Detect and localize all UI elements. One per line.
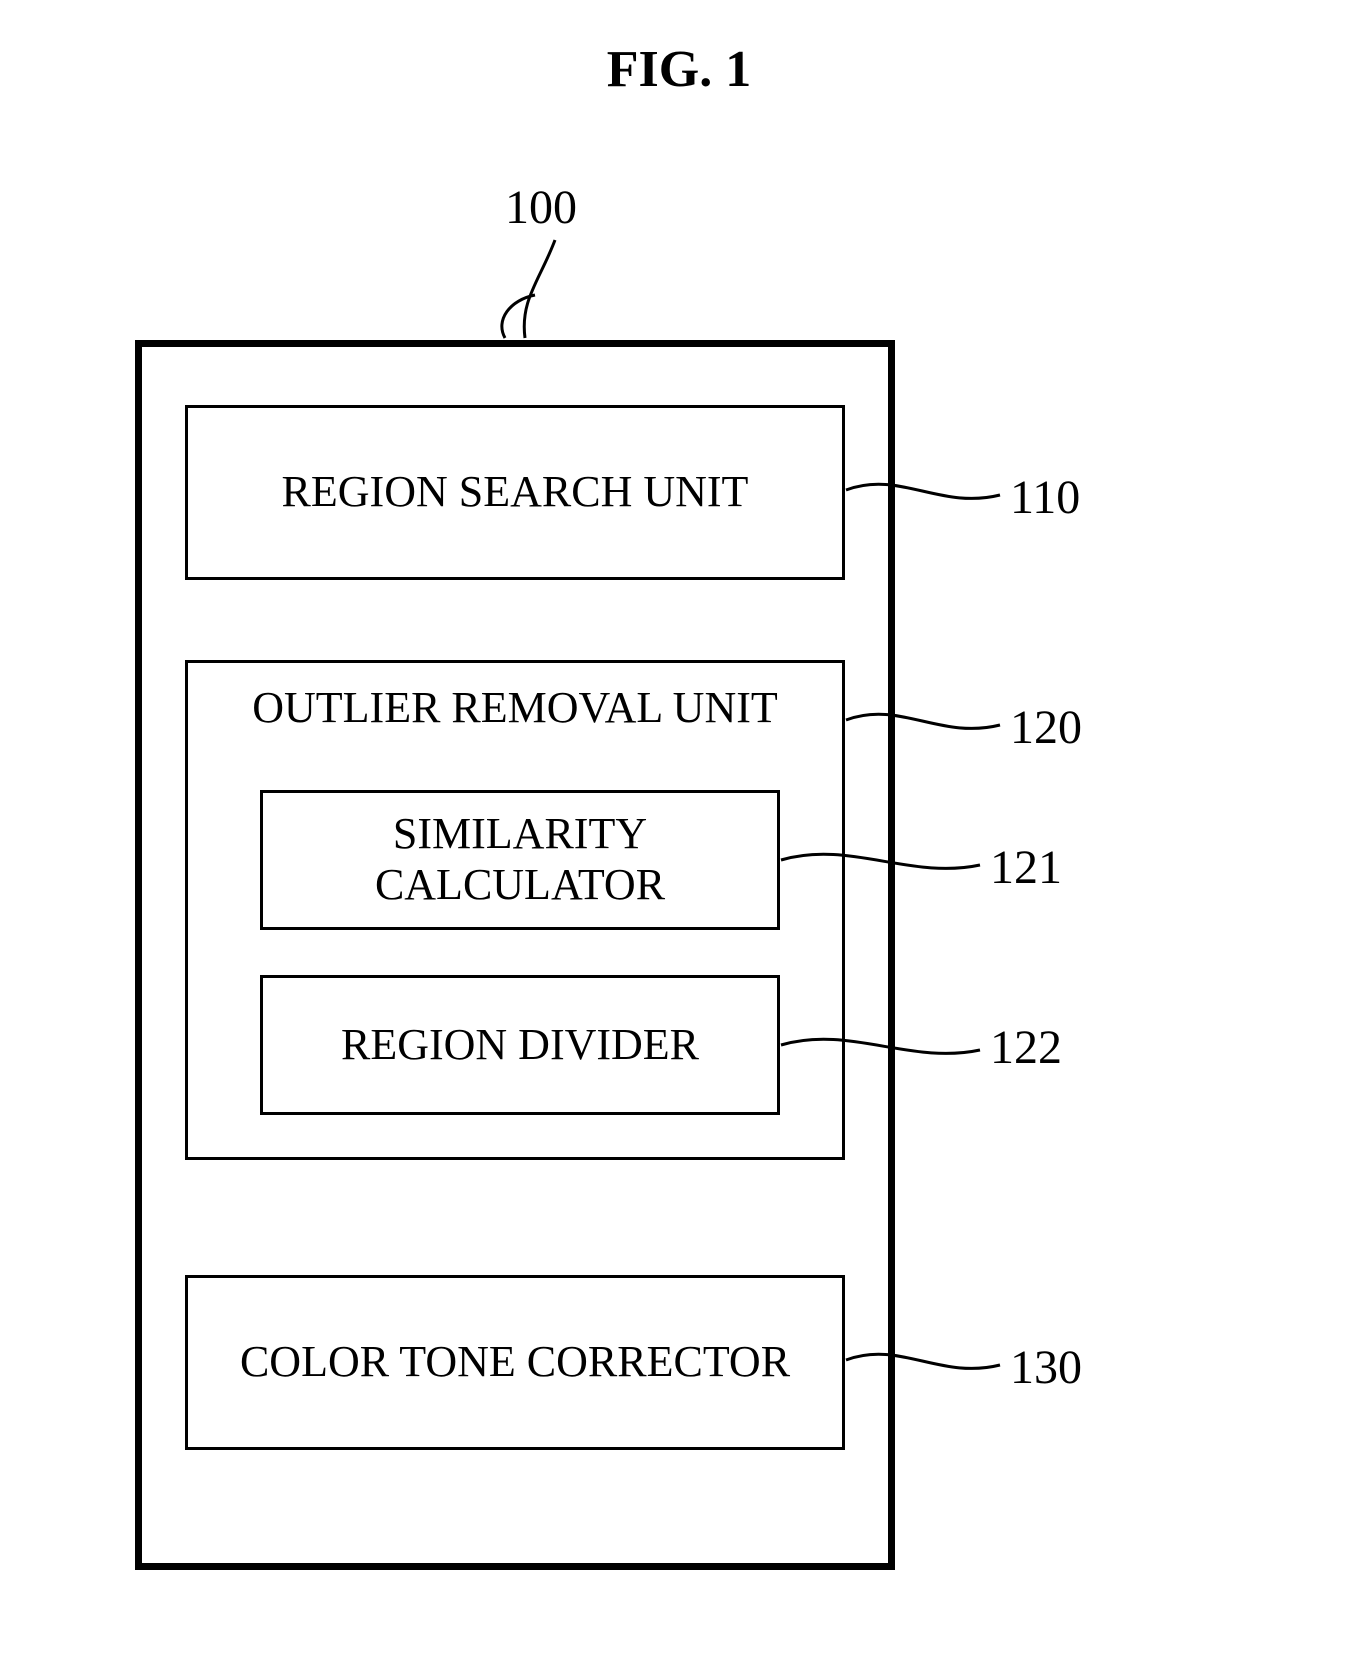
ref-121: 121: [990, 840, 1062, 895]
ref-110: 110: [1010, 470, 1080, 525]
block-similarity-calculator: SIMILARITY CALCULATOR: [260, 790, 780, 930]
block-region-divider: REGION DIVIDER: [260, 975, 780, 1115]
leader-100: [524, 240, 555, 338]
ref-122: 122: [990, 1020, 1062, 1075]
leader-100-hook: [502, 295, 535, 338]
figure-title: FIG. 1: [0, 40, 1358, 99]
page: FIG. 1 REGION SEARCH UNIT OUTLIER REMOVA…: [0, 0, 1358, 1677]
ref-130: 130: [1010, 1340, 1082, 1395]
outlier-removal-label: OUTLIER REMOVAL UNIT: [188, 683, 842, 734]
ref-120: 120: [1010, 700, 1082, 755]
block-color-tone-corrector: COLOR TONE CORRECTOR: [185, 1275, 845, 1450]
block-region-search-unit: REGION SEARCH UNIT: [185, 405, 845, 580]
ref-100: 100: [505, 180, 577, 235]
